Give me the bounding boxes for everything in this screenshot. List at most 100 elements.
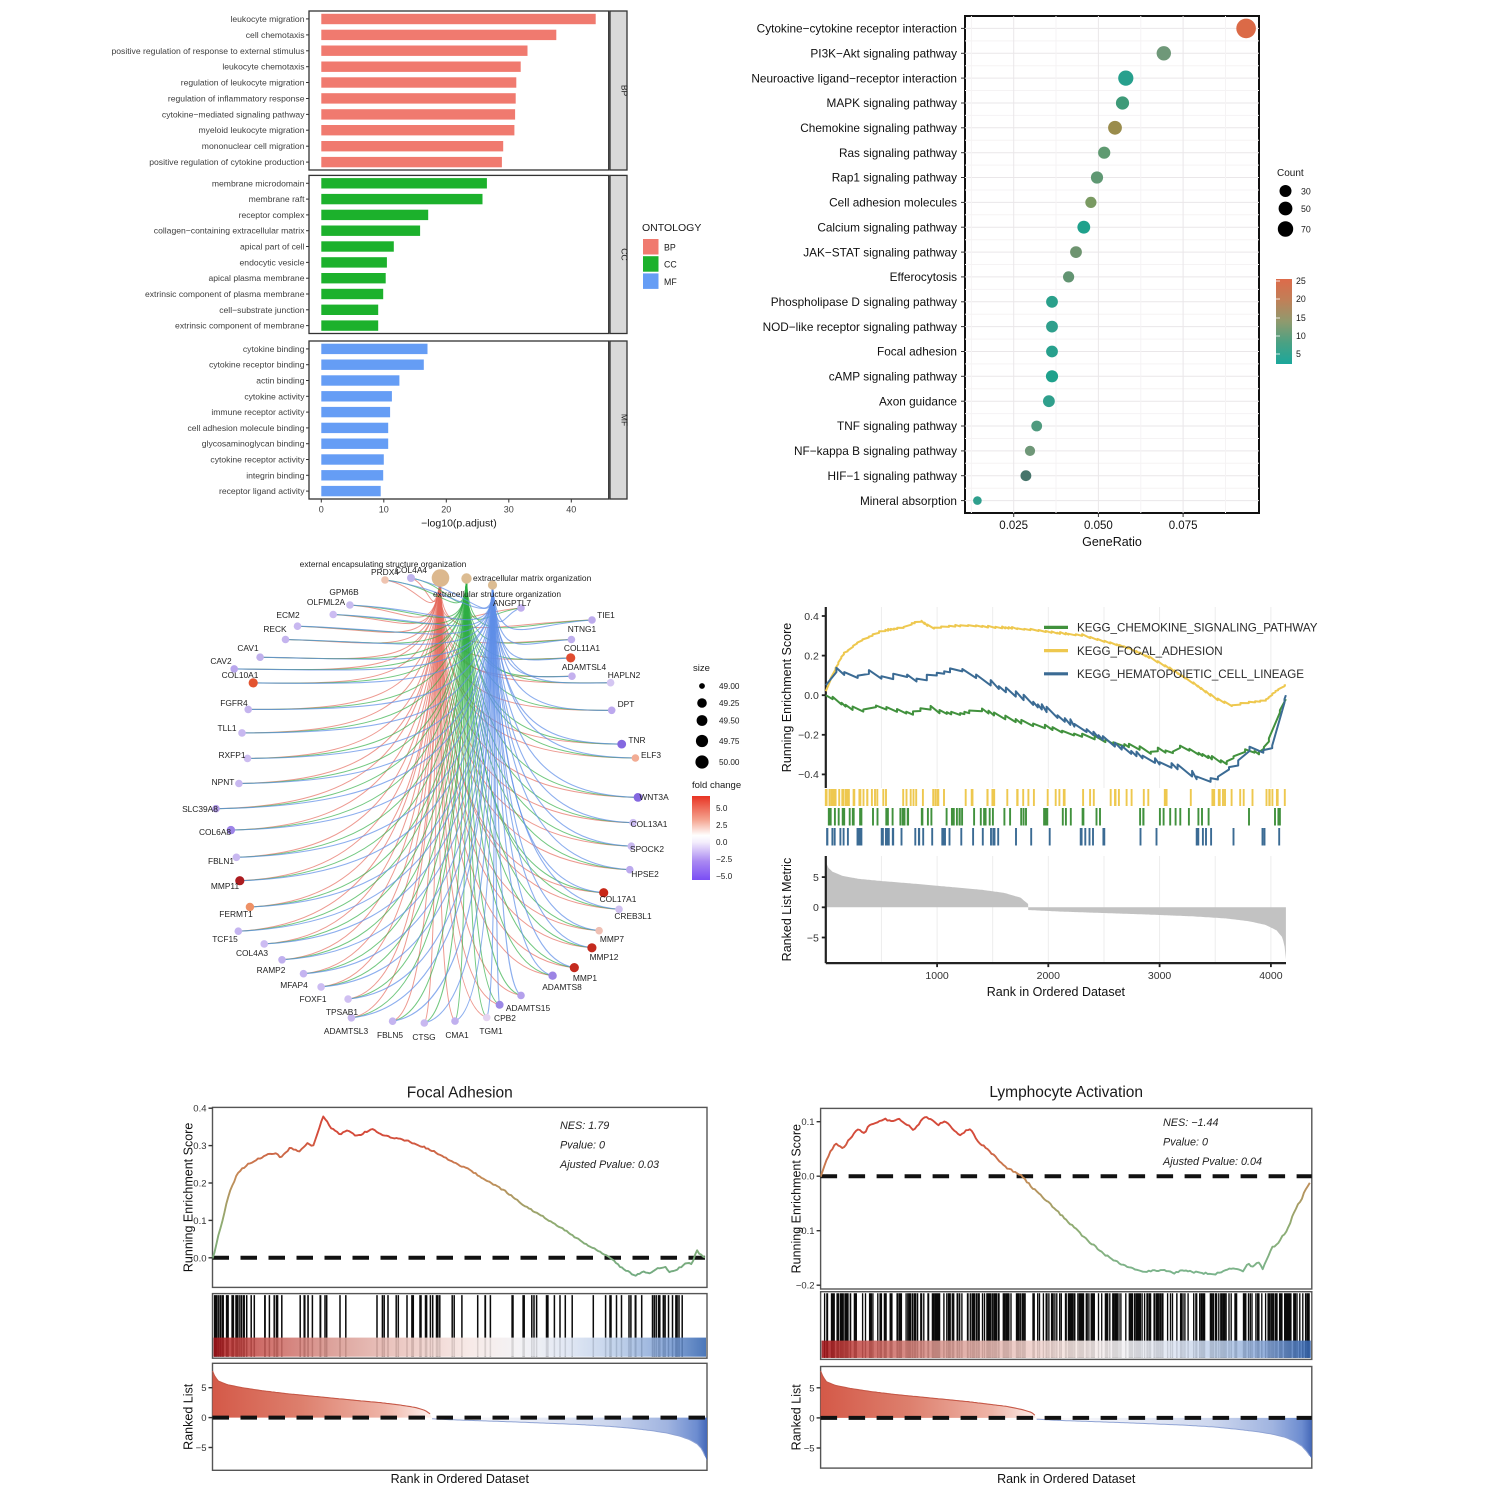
svg-text:0.075: 0.075	[1169, 520, 1198, 532]
svg-text:FERMT1: FERMT1	[219, 909, 253, 919]
svg-text:MMP11: MMP11	[211, 881, 240, 891]
svg-text:FGFR4: FGFR4	[220, 698, 248, 708]
svg-text:5: 5	[1296, 349, 1301, 359]
svg-text:NTNG1: NTNG1	[568, 624, 597, 634]
svg-text:extracellular matrix organizat: extracellular matrix organization	[473, 573, 592, 583]
svg-text:0.025: 0.025	[999, 520, 1028, 532]
svg-text:ADAMTS8: ADAMTS8	[542, 982, 582, 992]
svg-text:Phospholipase D signaling path: Phospholipase D signaling pathway	[771, 295, 957, 309]
svg-text:RAMP2: RAMP2	[257, 965, 286, 975]
svg-text:0.0: 0.0	[804, 690, 819, 702]
svg-text:external encapsulating structu: external encapsulating structure organiz…	[300, 559, 467, 569]
svg-text:extrinsic component of membran: extrinsic component of membrane	[175, 321, 305, 331]
svg-text:HPSE2: HPSE2	[631, 869, 659, 879]
svg-text:membrane raft: membrane raft	[249, 194, 305, 204]
svg-text:membrane microdomain: membrane microdomain	[212, 178, 305, 188]
svg-text:Efferocytosis: Efferocytosis	[890, 270, 957, 284]
svg-text:BP: BP	[620, 85, 630, 97]
svg-text:TIE1: TIE1	[597, 610, 615, 620]
svg-text:apical part of cell: apical part of cell	[240, 242, 305, 252]
svg-text:NPNT: NPNT	[212, 777, 235, 787]
svg-text:JAK−STAT signaling pathway: JAK−STAT signaling pathway	[803, 245, 957, 259]
svg-text:immune receptor activity: immune receptor activity	[211, 407, 305, 417]
svg-text:ADAMTS15: ADAMTS15	[506, 1003, 551, 1013]
svg-text:cytokine binding: cytokine binding	[243, 344, 305, 354]
svg-text:0.1: 0.1	[193, 1216, 206, 1227]
svg-text:3000: 3000	[1148, 970, 1172, 982]
svg-text:TNR: TNR	[628, 735, 645, 745]
svg-text:5: 5	[201, 1383, 206, 1394]
svg-text:OLFML2A: OLFML2A	[307, 597, 346, 607]
svg-text:0.0: 0.0	[193, 1253, 206, 1264]
svg-text:CMA1: CMA1	[445, 1030, 469, 1040]
svg-text:25: 25	[1296, 276, 1306, 286]
svg-text:glycosaminoglycan binding: glycosaminoglycan binding	[202, 439, 305, 449]
svg-text:SLC39A8: SLC39A8	[182, 804, 218, 814]
svg-text:leukocyte chemotaxis: leukocyte chemotaxis	[222, 62, 304, 72]
svg-text:WNT3A: WNT3A	[639, 792, 669, 802]
svg-text:COL10A1: COL10A1	[222, 670, 259, 680]
svg-text:COL17A1: COL17A1	[600, 894, 637, 904]
svg-text:KEGG_CHEMOKINE_SIGNALING_PATHW: KEGG_CHEMOKINE_SIGNALING_PATHWAY	[1077, 622, 1318, 635]
svg-text:Focal Adhesion: Focal Adhesion	[407, 1085, 513, 1102]
svg-text:50: 50	[1301, 204, 1311, 214]
svg-text:Ranked List Metric: Ranked List Metric	[780, 858, 794, 962]
svg-text:Rank in Ordered Dataset: Rank in Ordered Dataset	[997, 1472, 1136, 1486]
svg-text:FOXF1: FOXF1	[300, 994, 327, 1004]
svg-text:20: 20	[441, 505, 451, 515]
svg-text:ADAMTSL4: ADAMTSL4	[562, 662, 607, 672]
svg-text:regulation of inflammatory res: regulation of inflammatory response	[168, 94, 305, 104]
svg-text:0.2: 0.2	[193, 1179, 206, 1190]
svg-text:collagen−containing extracellu: collagen−containing extracellular matrix	[154, 226, 305, 236]
svg-text:HIF−1 signaling pathway: HIF−1 signaling pathway	[827, 469, 957, 483]
svg-text:MAPK signaling pathway: MAPK signaling pathway	[827, 96, 958, 110]
svg-text:CC: CC	[664, 260, 677, 270]
svg-text:0.0: 0.0	[801, 1172, 814, 1183]
svg-text:5.0: 5.0	[716, 804, 728, 813]
svg-text:TPSAB1: TPSAB1	[326, 1007, 358, 1017]
svg-text:15: 15	[1296, 313, 1306, 323]
svg-text:positive regulation of respons: positive regulation of response to exter…	[112, 46, 305, 56]
svg-text:GeneRatio: GeneRatio	[1082, 535, 1142, 549]
svg-text:Ranked List: Ranked List	[790, 1384, 804, 1451]
svg-text:integrin binding: integrin binding	[246, 470, 305, 480]
svg-text:RXFP1: RXFP1	[219, 750, 246, 760]
svg-text:SPOCK2: SPOCK2	[630, 844, 664, 854]
svg-text:TCF15: TCF15	[212, 934, 238, 944]
svg-text:20: 20	[1296, 294, 1306, 304]
svg-text:BP: BP	[664, 243, 676, 253]
svg-text:CPB2: CPB2	[494, 1013, 516, 1023]
svg-text:10: 10	[379, 505, 389, 515]
svg-text:myeloid leukocyte migration: myeloid leukocyte migration	[198, 125, 304, 135]
svg-text:endocytic vesicle: endocytic vesicle	[240, 257, 305, 267]
svg-text:MMP1: MMP1	[573, 973, 598, 983]
svg-text:NES: 1.79: NES: 1.79	[560, 1120, 609, 1132]
svg-text:cytokine receptor activity: cytokine receptor activity	[210, 455, 305, 465]
svg-text:70: 70	[1301, 225, 1311, 235]
svg-text:CREB3L1: CREB3L1	[614, 911, 652, 921]
svg-text:receptor complex: receptor complex	[239, 210, 306, 220]
svg-text:COL6A8: COL6A8	[199, 827, 231, 837]
svg-text:1000: 1000	[925, 970, 949, 982]
svg-text:0: 0	[813, 902, 819, 914]
svg-text:cytokine receptor binding: cytokine receptor binding	[209, 360, 305, 370]
svg-text:COL13A1: COL13A1	[631, 819, 668, 829]
svg-text:0.1: 0.1	[801, 1117, 814, 1128]
svg-text:NOD−like receptor signaling pa: NOD−like receptor signaling pathway	[763, 320, 958, 334]
svg-text:Neuroactive ligand−receptor in: Neuroactive ligand−receptor interaction	[751, 71, 957, 85]
svg-text:extrinsic component of plasma: extrinsic component of plasma membrane	[145, 289, 305, 299]
svg-text:KEGG_FOCAL_ADHESION: KEGG_FOCAL_ADHESION	[1077, 645, 1223, 658]
svg-text:NES: −1.44: NES: −1.44	[1163, 1117, 1219, 1129]
svg-text:size: size	[693, 663, 710, 674]
svg-text:2.5: 2.5	[716, 821, 728, 830]
svg-text:0.4: 0.4	[804, 611, 819, 623]
svg-text:Running Enrichment Score: Running Enrichment Score	[182, 1123, 196, 1272]
svg-text:30: 30	[1301, 187, 1311, 197]
svg-text:40: 40	[566, 505, 576, 515]
svg-text:0.3: 0.3	[193, 1141, 206, 1152]
svg-text:Count: Count	[1277, 168, 1304, 179]
svg-text:30: 30	[504, 505, 514, 515]
svg-text:Ajusted Pvalue: 0.04: Ajusted Pvalue: 0.04	[1162, 1156, 1262, 1168]
svg-text:apical plasma membrane: apical plasma membrane	[208, 273, 304, 283]
svg-text:−0.2: −0.2	[798, 730, 819, 742]
